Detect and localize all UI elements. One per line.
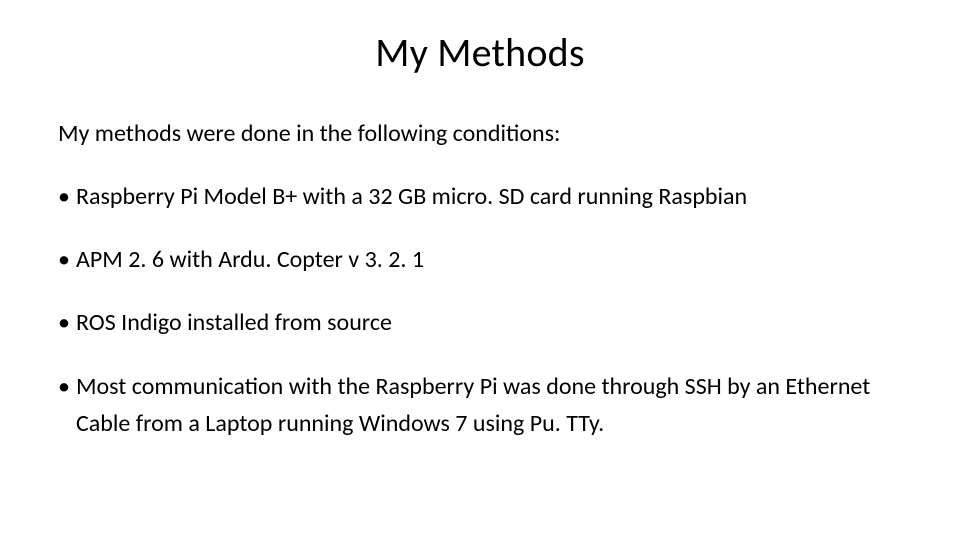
slide-title: My Methods (58, 28, 902, 77)
list-item: • ROS Indigo installed from source (58, 304, 902, 341)
bullet-text: ROS Indigo installed from source (76, 308, 392, 337)
intro-text: My methods were done in the following co… (58, 119, 902, 148)
bullet-list: • Raspberry Pi Model B+ with a 32 GB mic… (58, 178, 902, 442)
list-item: • Most communication with the Raspberry … (58, 368, 902, 442)
bullet-text: Raspberry Pi Model B+ with a 32 GB micro… (76, 182, 747, 211)
bullet-text: APM 2. 6 with Ardu. Copter v 3. 2. 1 (76, 245, 424, 274)
slide: My Methods My methods were done in the f… (0, 0, 960, 540)
list-item: • APM 2. 6 with Ardu. Copter v 3. 2. 1 (58, 241, 902, 278)
bullet-text: Most communication with the Raspberry Pi… (76, 372, 870, 438)
list-item: • Raspberry Pi Model B+ with a 32 GB mic… (58, 178, 902, 215)
